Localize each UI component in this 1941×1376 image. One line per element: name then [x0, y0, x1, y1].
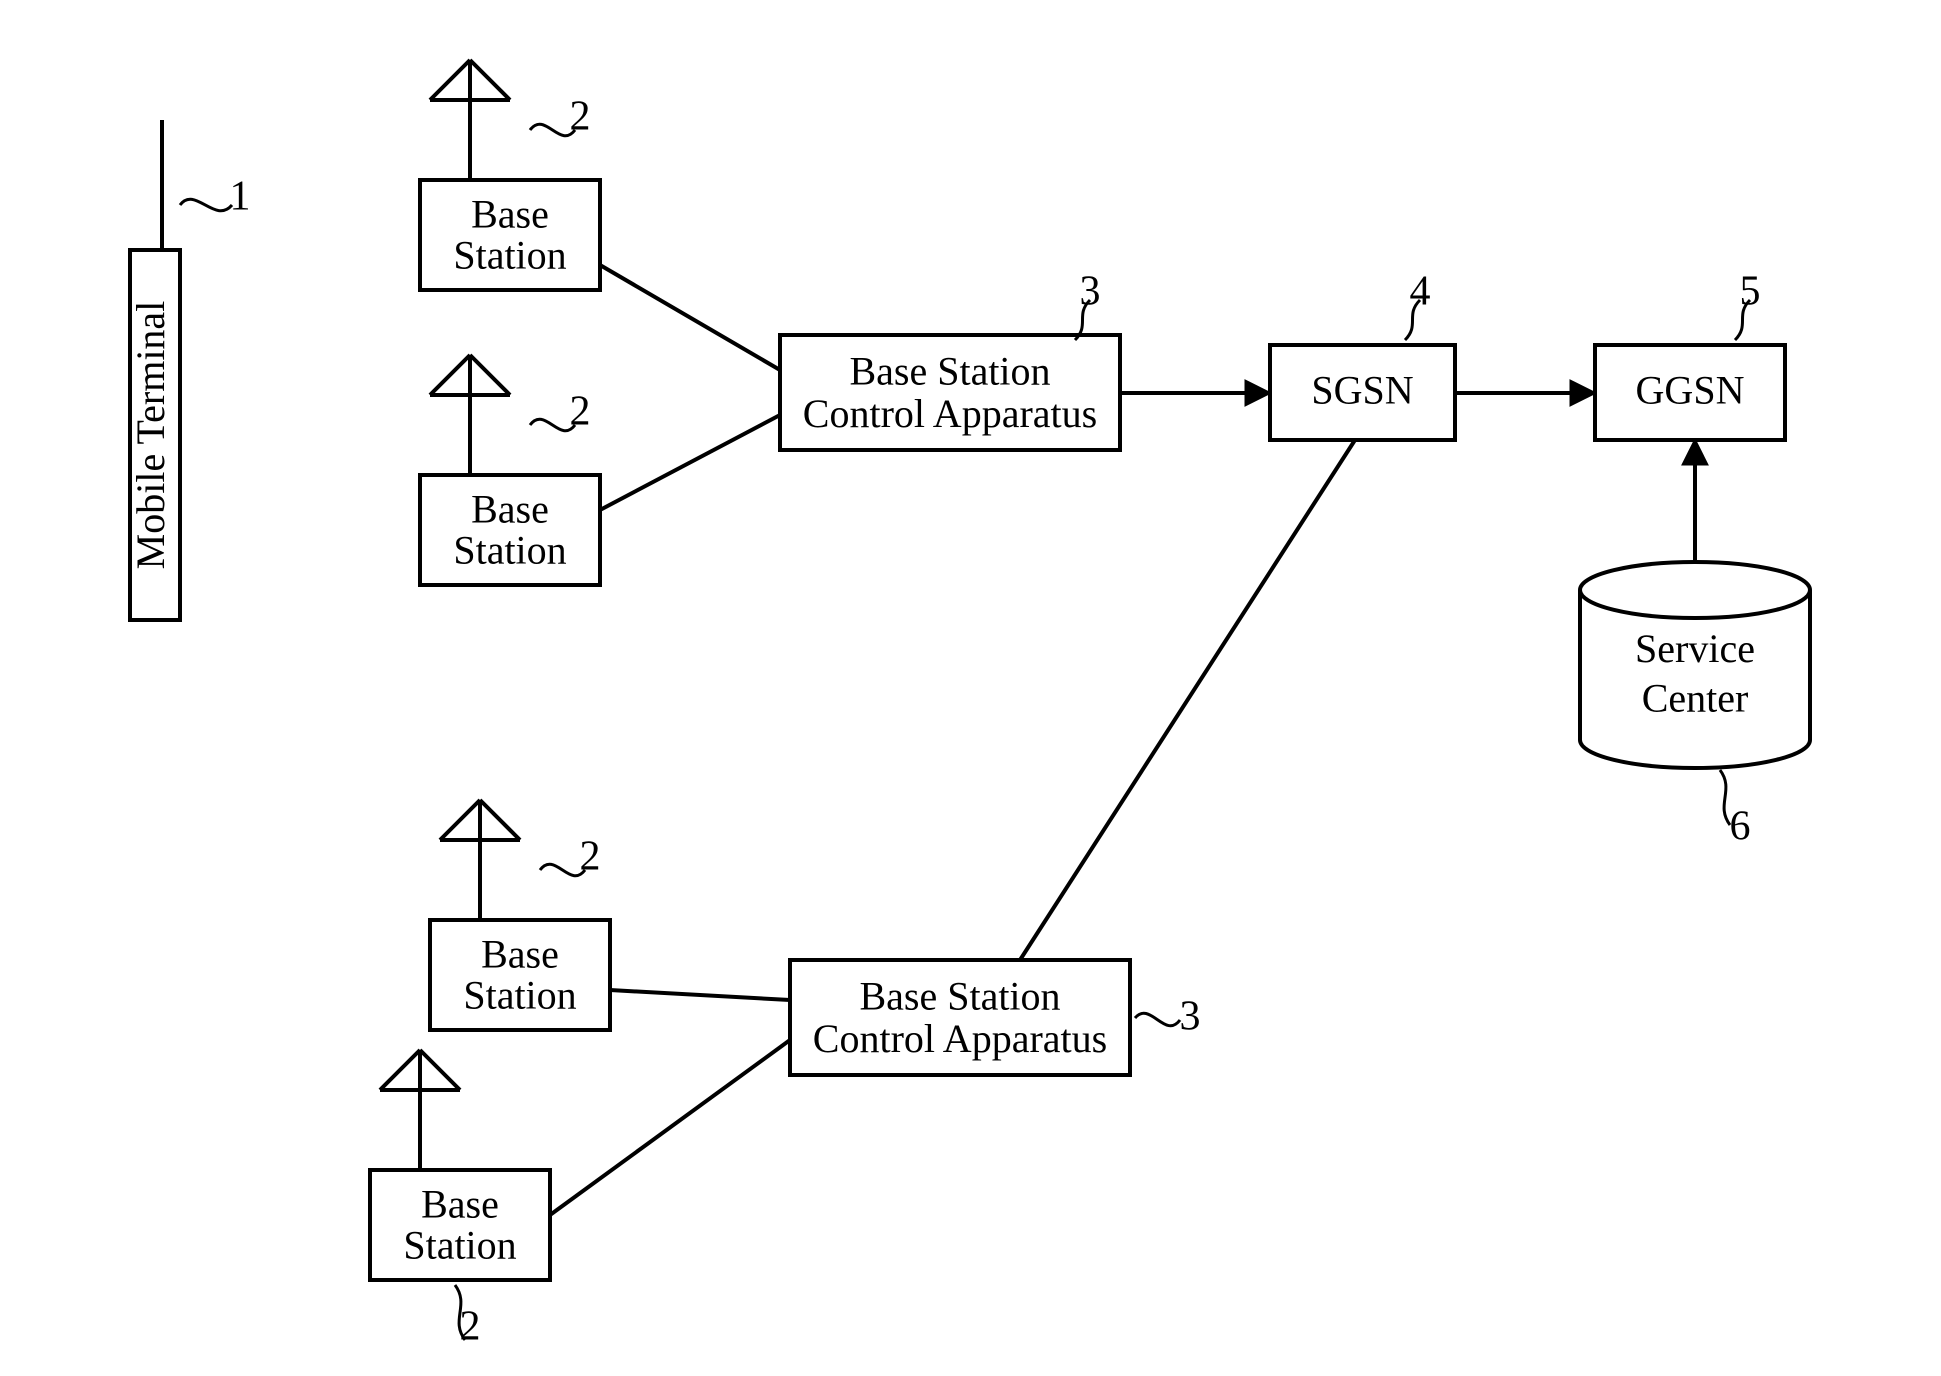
antenna-arm: [440, 800, 480, 840]
ref-number: 2: [570, 94, 591, 140]
edge-bs3-bsc2: [610, 990, 790, 1000]
bs3-label1: Base: [481, 932, 559, 977]
ref-number: 2: [580, 834, 601, 880]
edge-bs2-bsc1: [600, 415, 780, 510]
service-center-top: [1580, 562, 1810, 618]
antenna-arm: [430, 355, 470, 395]
bs2-label2: Station: [453, 527, 566, 572]
antenna-arm: [430, 60, 470, 100]
edge-bsc2-sgsn: [1020, 440, 1355, 960]
antenna-arm: [470, 60, 510, 100]
ref-tilde: [1720, 770, 1730, 825]
ref-number: 2: [460, 1304, 481, 1350]
antenna-arm: [470, 355, 510, 395]
ref-number: 5: [1740, 269, 1761, 315]
ref-number: 4: [1410, 269, 1431, 315]
ref-number: 2: [570, 389, 591, 435]
sgsn-label: SGSN: [1311, 368, 1413, 413]
antenna-arm: [420, 1050, 460, 1090]
edge-bs1-bsc1: [600, 265, 780, 370]
ref-number: 6: [1730, 804, 1751, 850]
ref-tilde: [530, 124, 575, 136]
bs3-label2: Station: [463, 972, 576, 1017]
bs1-label1: Base: [471, 192, 549, 237]
ref-tilde: [530, 419, 575, 431]
ref-tilde: [1135, 1013, 1180, 1026]
bsc1-label2: Control Apparatus: [803, 391, 1097, 436]
bsc2-label1: Base Station: [859, 973, 1060, 1018]
bs2-label1: Base: [471, 487, 549, 532]
service-center-label1: Service: [1635, 626, 1755, 671]
ref-tilde: [540, 864, 585, 876]
edge-bs4-bsc2: [550, 1040, 790, 1215]
ref-number: 3: [1180, 994, 1201, 1040]
antenna-arm: [380, 1050, 420, 1090]
ref-number: 3: [1080, 269, 1101, 315]
bsc1-label1: Base Station: [849, 348, 1050, 393]
ref-tilde: [180, 199, 232, 211]
service-center-label2: Center: [1642, 676, 1749, 721]
mobile-terminal-label: Mobile Terminal: [128, 301, 173, 570]
ggsn-label: GGSN: [1636, 368, 1745, 413]
ref-number: 1: [230, 174, 251, 220]
antenna-arm: [480, 800, 520, 840]
bs1-label2: Station: [453, 232, 566, 277]
bs4-label1: Base: [421, 1182, 499, 1227]
bsc2-label2: Control Apparatus: [813, 1016, 1107, 1061]
bs4-label2: Station: [403, 1222, 516, 1267]
